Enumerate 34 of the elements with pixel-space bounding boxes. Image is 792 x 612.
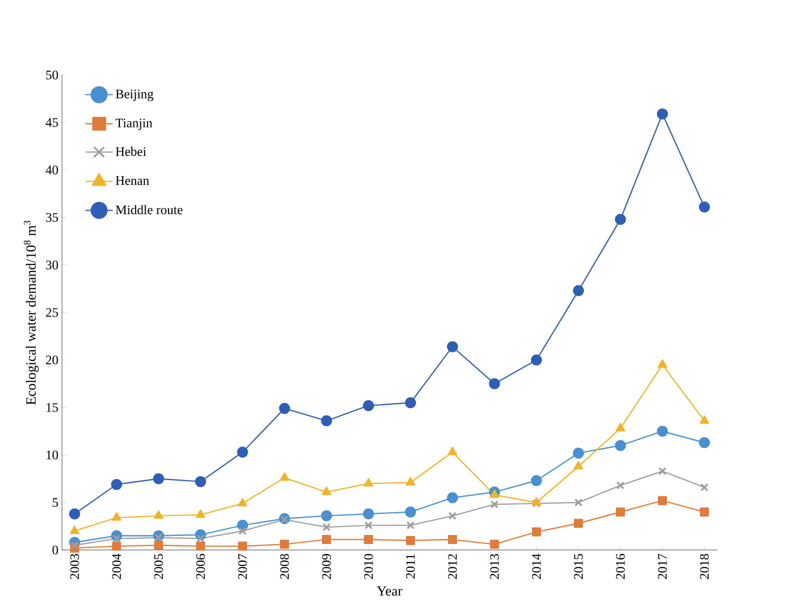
x-tick-label: 2011 — [406, 554, 415, 578]
x-tick-label: 2013 — [490, 554, 499, 579]
legend-label: Middle route — [116, 205, 182, 214]
x-tick-label: 2009 — [322, 554, 331, 579]
x-tick-label: 2005 — [154, 554, 163, 579]
y-tick-label: 20 — [46, 356, 58, 364]
x-axis-title: Year — [376, 586, 402, 596]
legend-label: Tianjin — [116, 118, 152, 130]
y-tick-label: 50 — [46, 70, 58, 80]
x-tick-label: 2006 — [196, 554, 205, 579]
y-tick-label: 35 — [46, 213, 58, 222]
y-axis-title: Ecological water demand/10$^{8}$ m$^{3}$ — [24, 220, 39, 405]
x-tick-label: 2015 — [574, 554, 583, 579]
y-tick-label: 40 — [46, 166, 58, 174]
legend-label: Beijing — [116, 90, 154, 102]
x-tick-label: 2010 — [364, 554, 373, 579]
x-tick-label: 2012 — [448, 554, 457, 579]
y-tick-label: 45 — [46, 118, 58, 127]
x-tick-label: 2016 — [616, 554, 625, 579]
y-tick-label: 5 — [52, 498, 58, 507]
x-tick-label: 2003 — [70, 554, 79, 579]
y-tick-label: 10 — [46, 450, 58, 460]
x-tick-label: 2017 — [658, 554, 667, 579]
y-tick-label: 15 — [46, 403, 58, 412]
x-tick-label: 2007 — [238, 554, 247, 579]
x-tick-label: 2014 — [532, 554, 541, 579]
legend-label: Hebei — [116, 146, 146, 156]
y-tick-label: 30 — [46, 260, 58, 270]
x-tick-label: 2004 — [112, 554, 121, 579]
y-tick-label: 25 — [46, 308, 58, 317]
x-tick-label: 2018 — [700, 554, 709, 579]
legend-label: Henan — [116, 176, 150, 185]
x-tick-label: 2008 — [280, 554, 289, 579]
y-tick-label: 0 — [52, 546, 58, 554]
